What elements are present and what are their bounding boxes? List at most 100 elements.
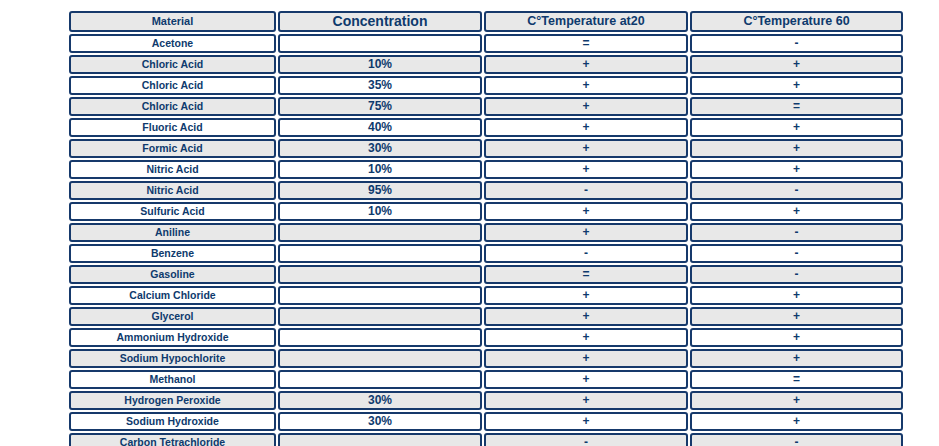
table-header: Material Concentration C°Temperature at2… <box>69 11 903 32</box>
cell-concentration: 40% <box>278 118 482 137</box>
cell-temp-at20: = <box>484 265 688 284</box>
cell-temp-at20: + <box>484 118 688 137</box>
table-row: Calcium Chloride ++ <box>69 286 903 305</box>
cell-material: Chloric Acid <box>69 55 276 74</box>
cell-material: Nitric Acid <box>69 181 276 200</box>
table-row: Ammonium Hydroxide ++ <box>69 328 903 347</box>
chemical-resistance-page: Material Concentration C°Temperature at2… <box>0 0 939 446</box>
header-row: Material Concentration C°Temperature at2… <box>69 11 903 32</box>
cell-concentration <box>278 433 482 446</box>
cell-temp-60: + <box>690 139 903 158</box>
cell-temp-at20: + <box>484 412 688 431</box>
cell-temp-60: + <box>690 118 903 137</box>
cell-temp-60: + <box>690 55 903 74</box>
cell-temp-60: - <box>690 223 903 242</box>
cell-material: Glycerol <box>69 307 276 326</box>
cell-material: Acetone <box>69 34 276 53</box>
cell-concentration <box>278 349 482 368</box>
cell-temp-at20: = <box>484 34 688 53</box>
column-header-concentration: Concentration <box>278 11 482 32</box>
table-row: Chloric Acid10%++ <box>69 55 903 74</box>
table-row: Benzene -- <box>69 244 903 263</box>
cell-temp-at20: + <box>484 391 688 410</box>
table-row: Nitric Acid95%-- <box>69 181 903 200</box>
cell-temp-at20: - <box>484 181 688 200</box>
table-row: Glycerol ++ <box>69 307 903 326</box>
cell-temp-at20: + <box>484 328 688 347</box>
cell-temp-60: + <box>690 391 903 410</box>
cell-temp-at20: - <box>484 433 688 446</box>
table-row: Sulfuric Acid10%++ <box>69 202 903 221</box>
cell-concentration: 75% <box>278 97 482 116</box>
cell-concentration <box>278 370 482 389</box>
cell-concentration: 30% <box>278 391 482 410</box>
cell-concentration <box>278 328 482 347</box>
cell-concentration: 30% <box>278 412 482 431</box>
cell-concentration <box>278 286 482 305</box>
cell-material: Fluoric Acid <box>69 118 276 137</box>
cell-material: Carbon Tetrachloride <box>69 433 276 446</box>
cell-concentration: 10% <box>278 55 482 74</box>
cell-concentration: 30% <box>278 139 482 158</box>
cell-temp-at20: + <box>484 160 688 179</box>
table-row: Fluoric Acid40%++ <box>69 118 903 137</box>
cell-temp-60: + <box>690 286 903 305</box>
cell-temp-60: - <box>690 244 903 263</box>
cell-temp-at20: + <box>484 97 688 116</box>
cell-temp-60: + <box>690 307 903 326</box>
chemical-resistance-table: Material Concentration C°Temperature at2… <box>67 9 905 446</box>
cell-concentration <box>278 307 482 326</box>
table-row: Nitric Acid10%++ <box>69 160 903 179</box>
cell-temp-at20: + <box>484 349 688 368</box>
cell-temp-at20: - <box>484 244 688 263</box>
table-row: Acetone =- <box>69 34 903 53</box>
cell-temp-60: - <box>690 181 903 200</box>
table-row: Hydrogen Peroxide30%++ <box>69 391 903 410</box>
column-header-temp-60: C°Temperature 60 <box>690 11 903 32</box>
cell-temp-at20: + <box>484 307 688 326</box>
cell-temp-60: + <box>690 202 903 221</box>
cell-temp-at20: + <box>484 55 688 74</box>
cell-concentration <box>278 265 482 284</box>
table-row: Chloric Acid35%++ <box>69 76 903 95</box>
cell-concentration: 95% <box>278 181 482 200</box>
cell-temp-60: - <box>690 34 903 53</box>
cell-material: Calcium Chloride <box>69 286 276 305</box>
table-row: Chloric Acid75%+= <box>69 97 903 116</box>
cell-concentration <box>278 244 482 263</box>
cell-concentration: 35% <box>278 76 482 95</box>
cell-temp-60: - <box>690 433 903 446</box>
cell-material: Sodium Hypochlorite <box>69 349 276 368</box>
cell-material: Formic Acid <box>69 139 276 158</box>
table-row: Formic Acid30%++ <box>69 139 903 158</box>
cell-material: Aniline <box>69 223 276 242</box>
cell-temp-at20: + <box>484 223 688 242</box>
cell-material: Nitric Acid <box>69 160 276 179</box>
cell-material: Sulfuric Acid <box>69 202 276 221</box>
cell-concentration <box>278 223 482 242</box>
cell-temp-60: + <box>690 412 903 431</box>
cell-material: Chloric Acid <box>69 76 276 95</box>
cell-concentration <box>278 34 482 53</box>
cell-material: Benzene <box>69 244 276 263</box>
cell-material: Sodium Hydroxide <box>69 412 276 431</box>
table-row: Sodium Hypochlorite ++ <box>69 349 903 368</box>
cell-material: Gasoline <box>69 265 276 284</box>
table-row: Methanol+= <box>69 370 903 389</box>
cell-temp-at20: + <box>484 286 688 305</box>
cell-temp-60: + <box>690 328 903 347</box>
cell-temp-60: + <box>690 76 903 95</box>
cell-material: Hydrogen Peroxide <box>69 391 276 410</box>
cell-material: Ammonium Hydroxide <box>69 328 276 347</box>
cell-temp-60: = <box>690 370 903 389</box>
cell-temp-60: + <box>690 160 903 179</box>
column-header-material: Material <box>69 11 276 32</box>
column-header-temp-at20: C°Temperature at20 <box>484 11 688 32</box>
cell-temp-60: = <box>690 97 903 116</box>
table-row: Carbon Tetrachloride -- <box>69 433 903 446</box>
table-body: Acetone=-Chloric Acid10%++Chloric Acid35… <box>69 34 903 446</box>
cell-concentration: 10% <box>278 160 482 179</box>
cell-temp-60: + <box>690 349 903 368</box>
cell-material: Chloric Acid <box>69 97 276 116</box>
cell-concentration: 10% <box>278 202 482 221</box>
